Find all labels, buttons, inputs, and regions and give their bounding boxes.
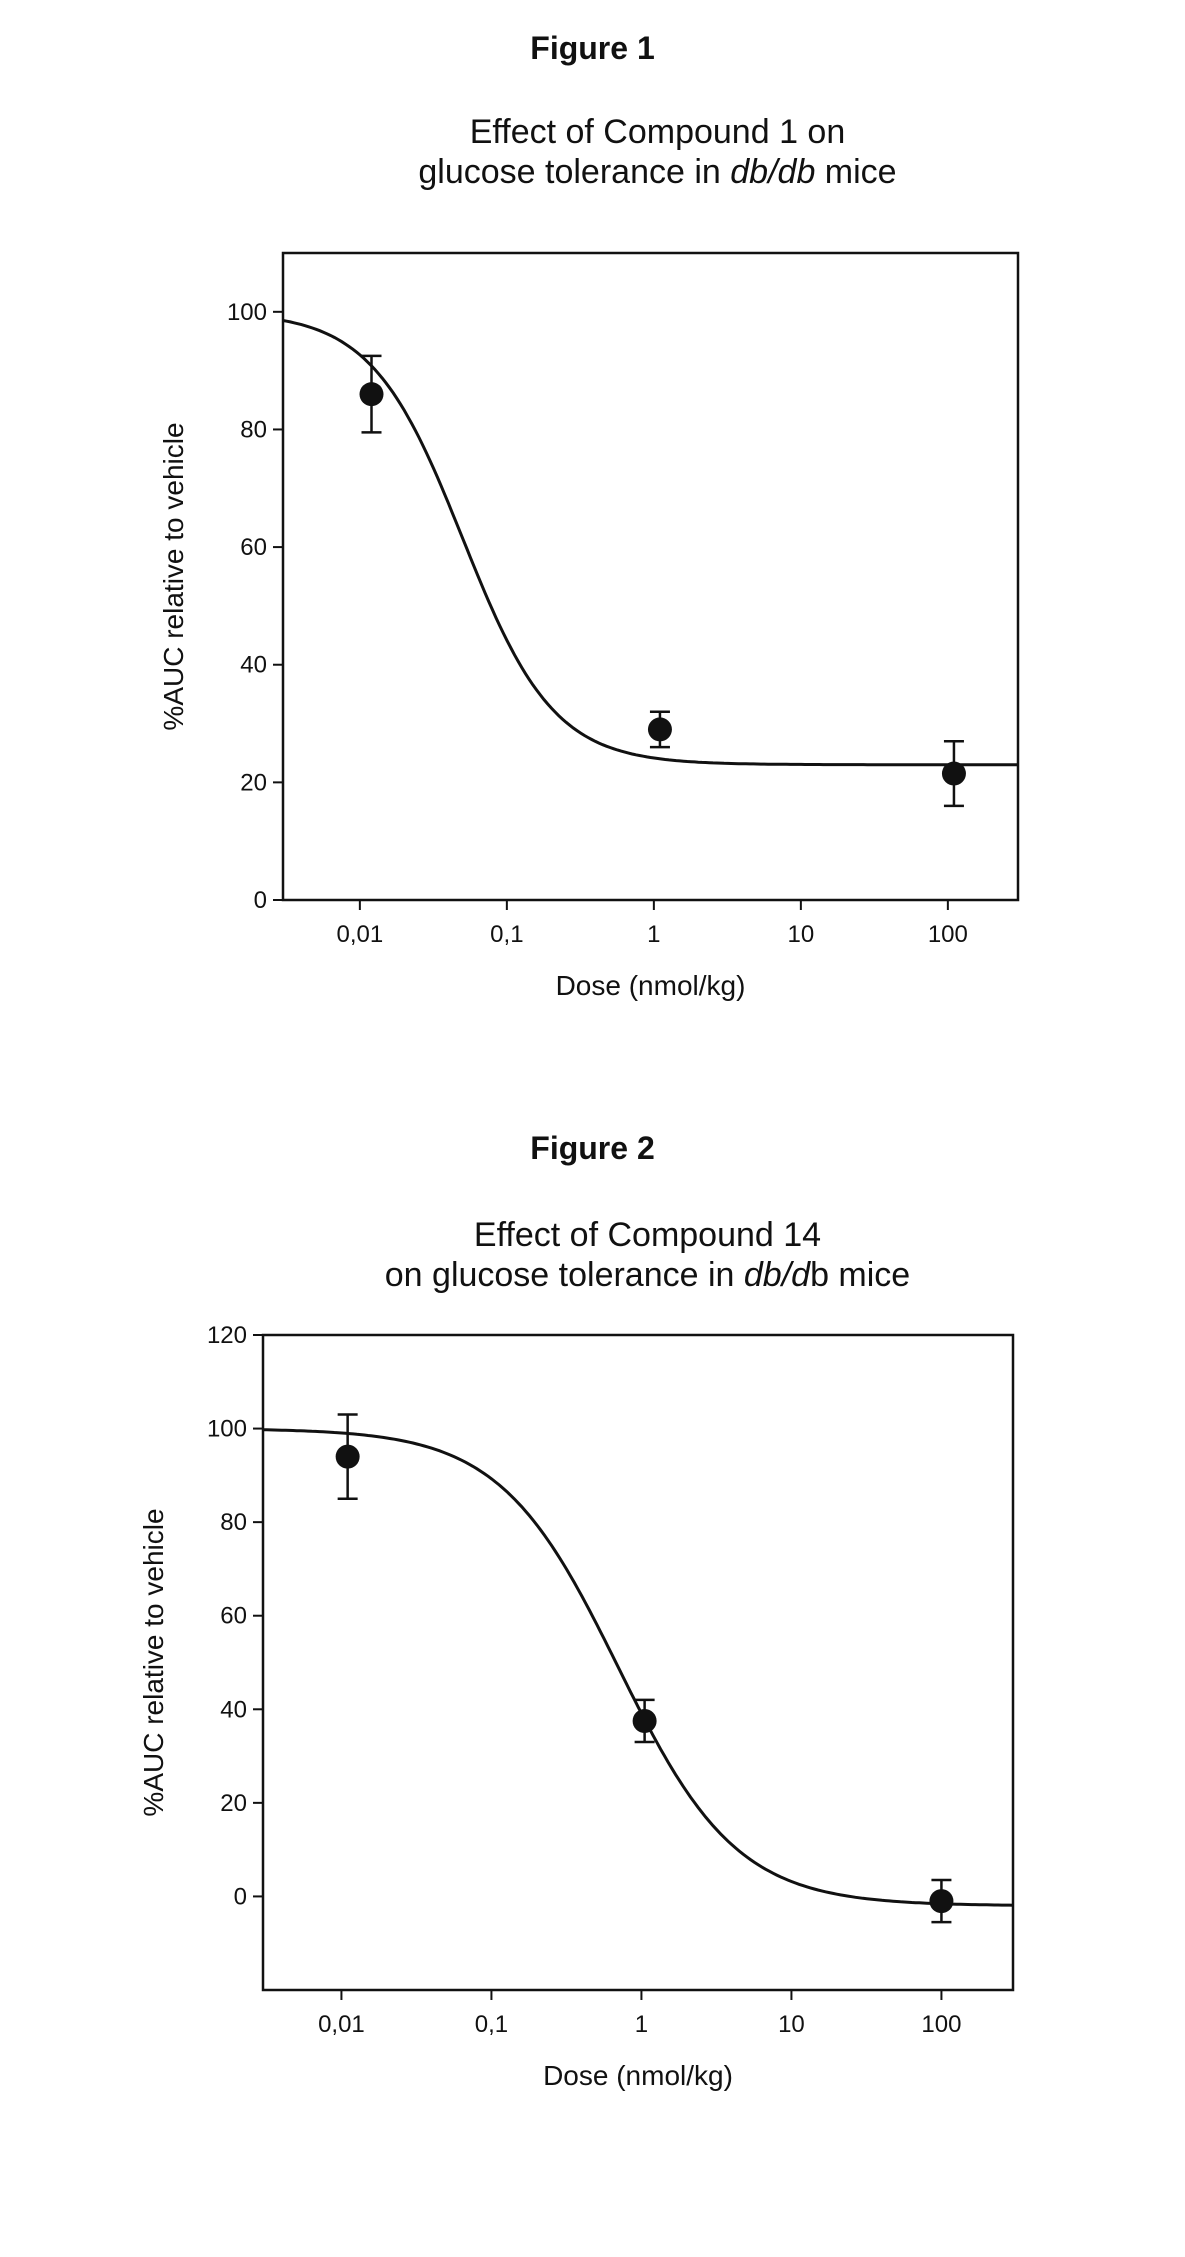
y-tick-label: 0 (254, 887, 267, 914)
chart-title: Effect of Compound 1 on glucose toleranc… (65, 112, 1185, 192)
y-axis-title: %AUC relative to vehicle (138, 1508, 169, 1816)
x-tick-label: 1 (647, 921, 660, 948)
x-tick-label: 0,1 (475, 2011, 508, 2038)
y-axis-title: %AUC relative to vehicle (158, 422, 189, 730)
y-tick-label: 60 (240, 534, 267, 561)
chart-title: Effect of Compound 14 on glucose toleran… (55, 1215, 1185, 1295)
x-tick-label: 100 (928, 921, 968, 948)
data-point (360, 382, 384, 406)
chart-title-line2-italic: db/db (730, 153, 815, 191)
chart-title-line1: Effect of Compound 14 (55, 1215, 1185, 1255)
chart-title-line2-prefix: glucose tolerance in (418, 153, 730, 191)
data-point (942, 762, 966, 786)
figure-label: Figure 1 (0, 30, 1185, 67)
data-point (633, 1709, 657, 1733)
data-point (648, 717, 672, 741)
chart-title-line2-italic: db/d (744, 1256, 810, 1294)
figure-2: Figure 2 Effect of Compound 14 on glucos… (0, 1130, 1185, 2130)
fit-curve (263, 1430, 1013, 1905)
plot-frame (263, 1335, 1013, 1990)
y-tick-label: 100 (207, 1416, 247, 1443)
y-tick-label: 20 (240, 769, 267, 796)
x-tick-label: 10 (788, 921, 815, 948)
y-tick-label: 40 (240, 652, 267, 679)
plot-frame (283, 253, 1018, 900)
y-tick-label: 80 (240, 416, 267, 443)
chart-2: 0 20 40 60 80 100 120 0,01 0,1 1 10 100 Dose (nmol/k… (0, 1300, 1185, 2130)
y-tick-label: 0 (234, 1883, 247, 1910)
x-tick-label: 0,01 (318, 2011, 365, 2038)
x-tick-label: 100 (921, 2011, 961, 2038)
y-tick-label: 80 (220, 1509, 247, 1536)
x-axis-title: Dose (nmol/kg) (556, 970, 746, 1001)
figure-label: Figure 2 (0, 1130, 1185, 1167)
chart-title-line2-suffix: mice (815, 153, 896, 191)
y-tick-label: 100 (227, 299, 267, 326)
chart-title-line2: on glucose tolerance in db/db mice (55, 1255, 1185, 1295)
chart-title-line2-prefix: on glucose tolerance in (385, 1256, 744, 1294)
y-tick-label: 40 (220, 1696, 247, 1723)
fit-curve (283, 321, 1018, 765)
chart-title-line2-suffix: b mice (810, 1256, 910, 1294)
figure-1: Figure 1 Effect of Compound 1 on glucose… (0, 30, 1185, 1010)
chart-title-line1: Effect of Compound 1 on (65, 112, 1185, 152)
x-tick-label: 0,1 (490, 921, 523, 948)
chart-1: 0 20 40 60 80 100 0,01 0,1 1 10 100 Dose (nmol/kg)%… (0, 200, 1185, 1010)
y-tick-label: 20 (220, 1790, 247, 1817)
data-point (336, 1445, 360, 1469)
x-axis-title: Dose (nmol/kg) (543, 2060, 733, 2091)
x-tick-label: 10 (778, 2011, 805, 2038)
chart-title-line2: glucose tolerance in db/db mice (65, 152, 1185, 192)
x-tick-label: 0,01 (337, 921, 384, 948)
x-tick-label: 1 (635, 2011, 648, 2038)
y-tick-label: 60 (220, 1603, 247, 1630)
data-point (929, 1889, 953, 1913)
y-tick-label: 120 (207, 1322, 247, 1349)
